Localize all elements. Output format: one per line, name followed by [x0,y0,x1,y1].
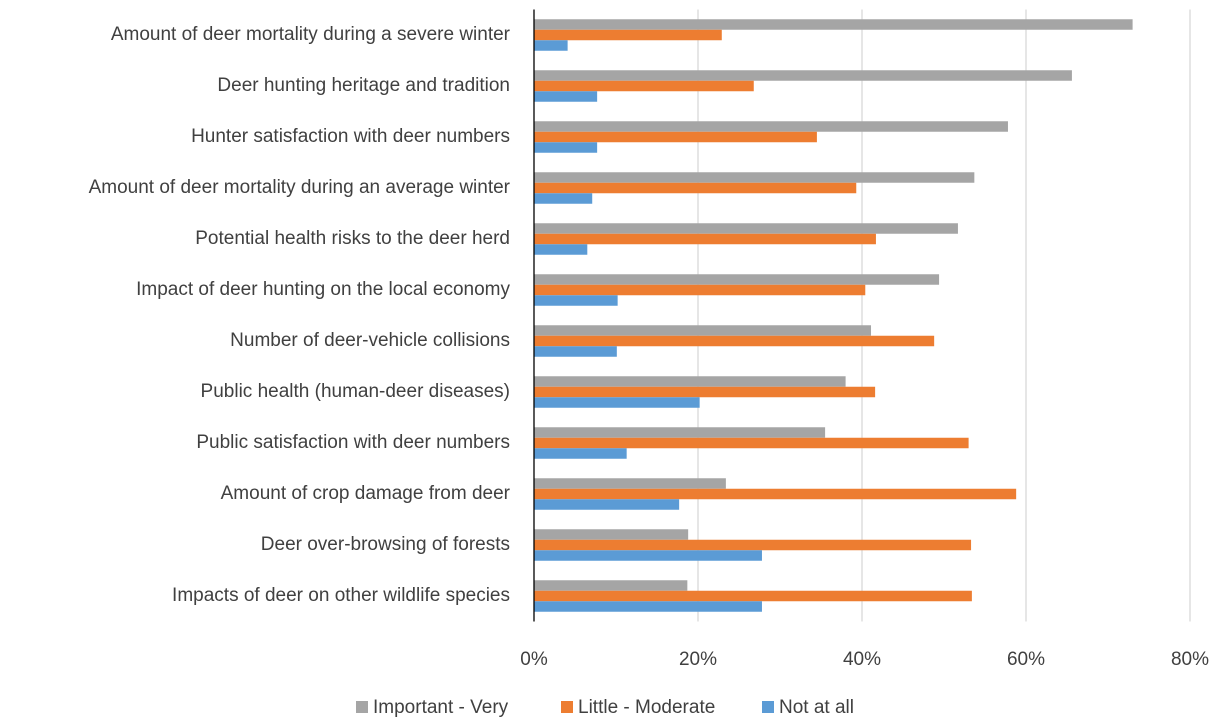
bar [534,70,1072,81]
bar [534,29,722,41]
bar [534,80,754,92]
y-tick-label: Amount of deer mortality during an avera… [89,177,511,198]
bar [534,539,972,551]
bar [534,131,817,143]
y-tick-label: Amount of crop damage from deer [221,483,511,504]
legend-label: Not at all [779,697,854,718]
legend-swatch [356,701,368,713]
y-tick-label: Impacts of deer on other wildlife specie… [172,585,510,606]
bar [534,244,588,255]
y-tick-label: Impact of deer hunting on the local econ… [136,279,510,300]
bar [534,233,876,245]
bar [534,427,826,438]
y-tick-label: Public satisfaction with deer numbers [196,432,510,453]
y-tick-label: Deer hunting heritage and tradition [217,75,510,96]
x-tick-label: 80% [1171,649,1209,670]
bar [534,478,726,489]
bar [534,376,846,387]
bar [534,437,969,449]
bar [534,335,935,347]
bar [534,182,857,194]
y-tick-label: Amount of deer mortality during a severe… [111,24,511,45]
legend-label: Little - Moderate [578,697,715,718]
x-tick-label: 0% [520,649,548,670]
bar [534,601,762,612]
bar [534,121,1008,132]
bar [534,172,975,183]
bar [534,142,598,153]
bar [534,274,940,285]
bar [534,590,972,602]
bar [534,40,568,51]
y-tick-label: Deer over-browsing of forests [261,534,510,555]
bar [534,325,872,336]
bar [534,529,689,540]
bar [534,397,700,408]
bar [534,499,680,510]
bar [534,580,688,591]
bar [534,223,958,234]
bar [534,448,627,459]
y-tick-label: Number of deer-vehicle collisions [230,330,510,351]
bar [534,19,1133,30]
legend-label: Important - Very [373,697,509,718]
y-tick-label: Public health (human-deer diseases) [201,381,510,402]
x-tick-label: 20% [679,649,717,670]
bar [534,295,618,306]
legend-swatch [762,701,774,713]
legend-swatch [561,701,573,713]
bar [534,488,1017,500]
bar [534,91,598,102]
bar [534,386,876,398]
x-tick-label: 60% [1007,649,1045,670]
x-tick-label: 40% [843,649,881,670]
bar [534,284,866,296]
y-tick-label: Potential health risks to the deer herd [195,228,510,249]
bar [534,193,593,204]
bar [534,346,617,357]
y-tick-label: Hunter satisfaction with deer numbers [191,126,510,147]
bar [534,550,762,561]
